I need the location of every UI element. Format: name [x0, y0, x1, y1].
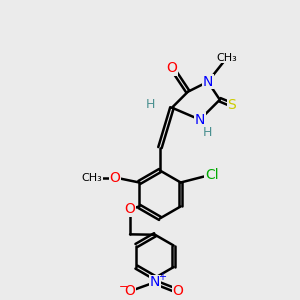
- Text: CH₃: CH₃: [82, 172, 103, 182]
- Text: −: −: [119, 282, 128, 292]
- Text: O: O: [167, 61, 177, 75]
- Text: S: S: [227, 98, 236, 112]
- Text: H: H: [203, 126, 212, 139]
- Text: N: N: [150, 275, 160, 289]
- Text: N: N: [195, 113, 205, 127]
- Text: H: H: [145, 98, 155, 111]
- Text: Cl: Cl: [205, 167, 219, 182]
- Text: O: O: [124, 284, 136, 298]
- Text: O: O: [172, 284, 183, 298]
- Text: O: O: [124, 202, 136, 216]
- Text: N: N: [203, 75, 213, 89]
- Text: +: +: [158, 272, 166, 282]
- Text: O: O: [110, 170, 121, 184]
- Text: CH₃: CH₃: [216, 53, 237, 63]
